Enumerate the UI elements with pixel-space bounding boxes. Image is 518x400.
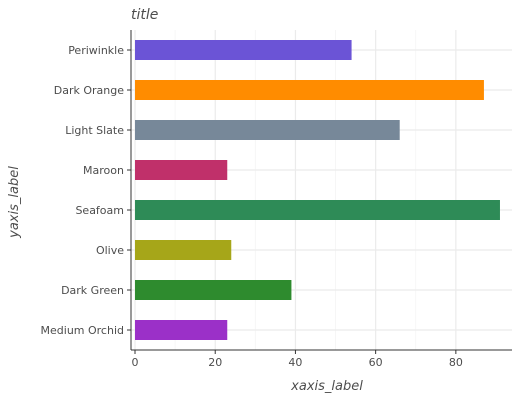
bar-periwinkle (135, 40, 352, 60)
bar-maroon (135, 160, 228, 180)
y-tick-label: Seafoam (75, 204, 124, 217)
bar-light-slate (135, 120, 400, 140)
x-tick-label: 0 (132, 356, 139, 369)
y-tick-label: Medium Orchid (41, 324, 124, 337)
y-tick-label: Periwinkle (68, 44, 124, 57)
x-axis-title: xaxis_label (290, 379, 363, 394)
x-tick-label: 80 (449, 356, 463, 369)
x-tick-label: 40 (288, 356, 302, 369)
y-tick-label: Maroon (83, 164, 124, 177)
bar-dark-green (135, 280, 292, 300)
y-axis-title: yaxis_label (7, 166, 22, 239)
bar-dark-orange (135, 80, 484, 100)
x-tick-label: 60 (369, 356, 383, 369)
bar-seafoam (135, 200, 500, 220)
y-tick-label: Light Slate (65, 124, 124, 137)
bar-medium-orchid (135, 320, 228, 340)
y-tick-label: Olive (96, 244, 124, 257)
y-tick-label: Dark Green (61, 284, 124, 297)
x-tick-label: 20 (208, 356, 222, 369)
y-tick-label: Dark Orange (54, 84, 124, 97)
bar-olive (135, 240, 232, 260)
plot-area: 0 20 40 60 80 Medium Orchid Dark Green Olive Sea… (41, 30, 512, 369)
chart-title: title (131, 7, 158, 23)
